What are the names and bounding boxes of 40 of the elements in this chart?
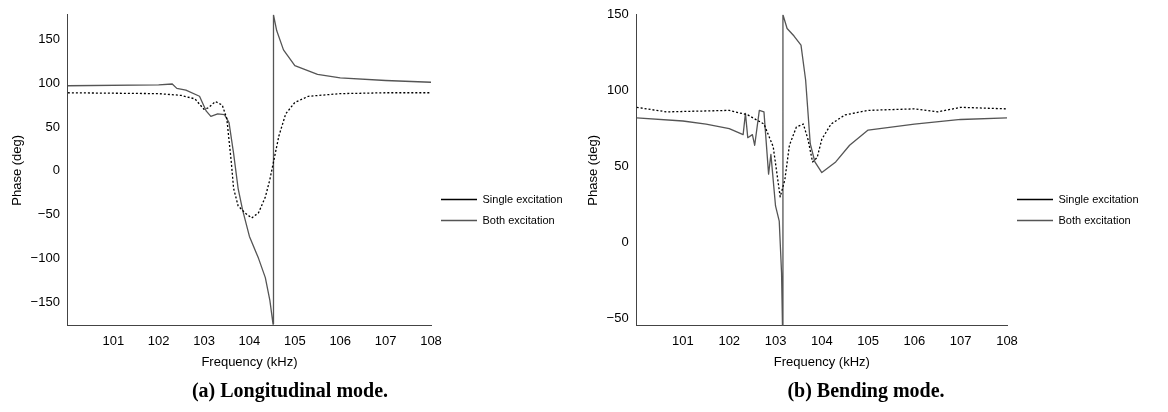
x-tick-label: 108: [420, 333, 442, 349]
x-tick-label: 105: [857, 333, 879, 349]
y-tick-label: 100: [606, 82, 629, 98]
x-tick-label: 107: [374, 333, 397, 349]
legend-label: Both excitation: [482, 213, 555, 226]
line-series: [67, 92, 431, 219]
legend-label: Both excitation: [1058, 213, 1131, 226]
y-tick-label: 150: [606, 6, 629, 22]
x-tick-label: 104: [810, 333, 833, 349]
x-axis-title: Frequency (kHz): [201, 353, 298, 369]
x-tick-label: 108: [996, 333, 1018, 349]
y-tick-label: −100: [30, 249, 60, 265]
y-tick-label: 0: [621, 233, 629, 249]
y-tick-label: 150: [38, 30, 60, 46]
text: (a) Longitudinal mode.: [191, 379, 389, 403]
x-tick-label: 104: [238, 333, 261, 349]
y-tick-label: −50: [606, 309, 629, 325]
y-axis-title: Phase (deg): [9, 134, 25, 206]
x-tick-label: 103: [764, 333, 787, 349]
x-tick-label: 106: [903, 333, 926, 349]
x-tick-label: 102: [718, 333, 741, 349]
x-tick-label: 102: [147, 333, 170, 349]
y-tick-label: 50: [614, 158, 629, 174]
x-tick-label: 105: [283, 333, 306, 349]
y-tick-label: 0: [52, 162, 60, 178]
y-tick-label: 100: [38, 74, 60, 90]
legend-label: Single excitation: [482, 192, 563, 205]
y-tick-label: −150: [30, 293, 60, 309]
x-tick-label: 107: [949, 333, 972, 349]
y-tick-label: 50: [45, 118, 60, 134]
text: (b) Bending mode.: [787, 379, 945, 403]
y-tick-label: −50: [37, 206, 60, 222]
legend-label: Single excitation: [1058, 192, 1139, 205]
y-axis-title: Phase (deg): [585, 134, 601, 206]
line-series: [636, 106, 1007, 198]
x-tick-label: 106: [329, 333, 352, 349]
x-tick-label: 103: [193, 333, 215, 349]
x-axis-title: Frequency (kHz): [773, 353, 870, 369]
x-tick-label: 101: [102, 333, 125, 349]
x-tick-label: 101: [672, 333, 694, 349]
